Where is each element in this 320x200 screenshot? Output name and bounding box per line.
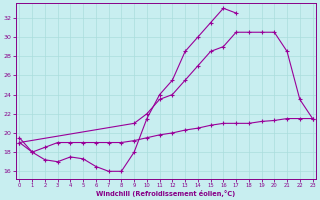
- X-axis label: Windchill (Refroidissement éolien,°C): Windchill (Refroidissement éolien,°C): [96, 190, 236, 197]
